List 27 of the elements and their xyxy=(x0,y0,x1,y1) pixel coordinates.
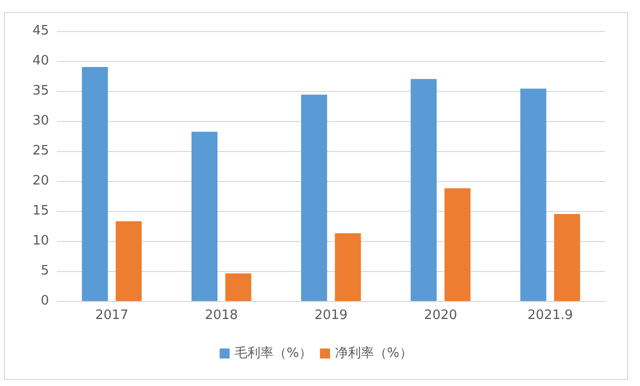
legend-label: 净利率（%） xyxy=(335,345,412,361)
bar xyxy=(301,94,328,301)
bar xyxy=(192,132,218,301)
y-tick-label: 35 xyxy=(32,84,49,98)
y-tick-label: 0 xyxy=(40,294,49,308)
y-tick-label: 25 xyxy=(32,144,49,158)
y-tick-label: 40 xyxy=(32,54,49,68)
x-tick-label: 2020 xyxy=(424,308,458,323)
x-tick-label: 2017 xyxy=(95,308,128,323)
bar xyxy=(82,67,108,301)
y-tick-label: 15 xyxy=(32,204,49,218)
x-tick-label: 2019 xyxy=(314,308,348,323)
y-tick-label: 30 xyxy=(32,114,49,128)
bar xyxy=(410,79,437,301)
y-tick-label: 5 xyxy=(40,264,49,278)
bar xyxy=(554,214,580,301)
bar xyxy=(334,233,361,301)
x-tick-label: 2018 xyxy=(204,308,238,323)
y-tick-label: 10 xyxy=(32,234,49,248)
legend-label: 毛利率（%） xyxy=(234,345,312,361)
bar xyxy=(116,221,142,301)
x-tick-label: 2021.9 xyxy=(527,308,573,323)
bar xyxy=(225,273,252,301)
bar xyxy=(520,88,546,301)
y-tick-label: 45 xyxy=(32,24,49,38)
bar xyxy=(444,188,470,301)
y-tick-label: 20 xyxy=(32,174,49,188)
